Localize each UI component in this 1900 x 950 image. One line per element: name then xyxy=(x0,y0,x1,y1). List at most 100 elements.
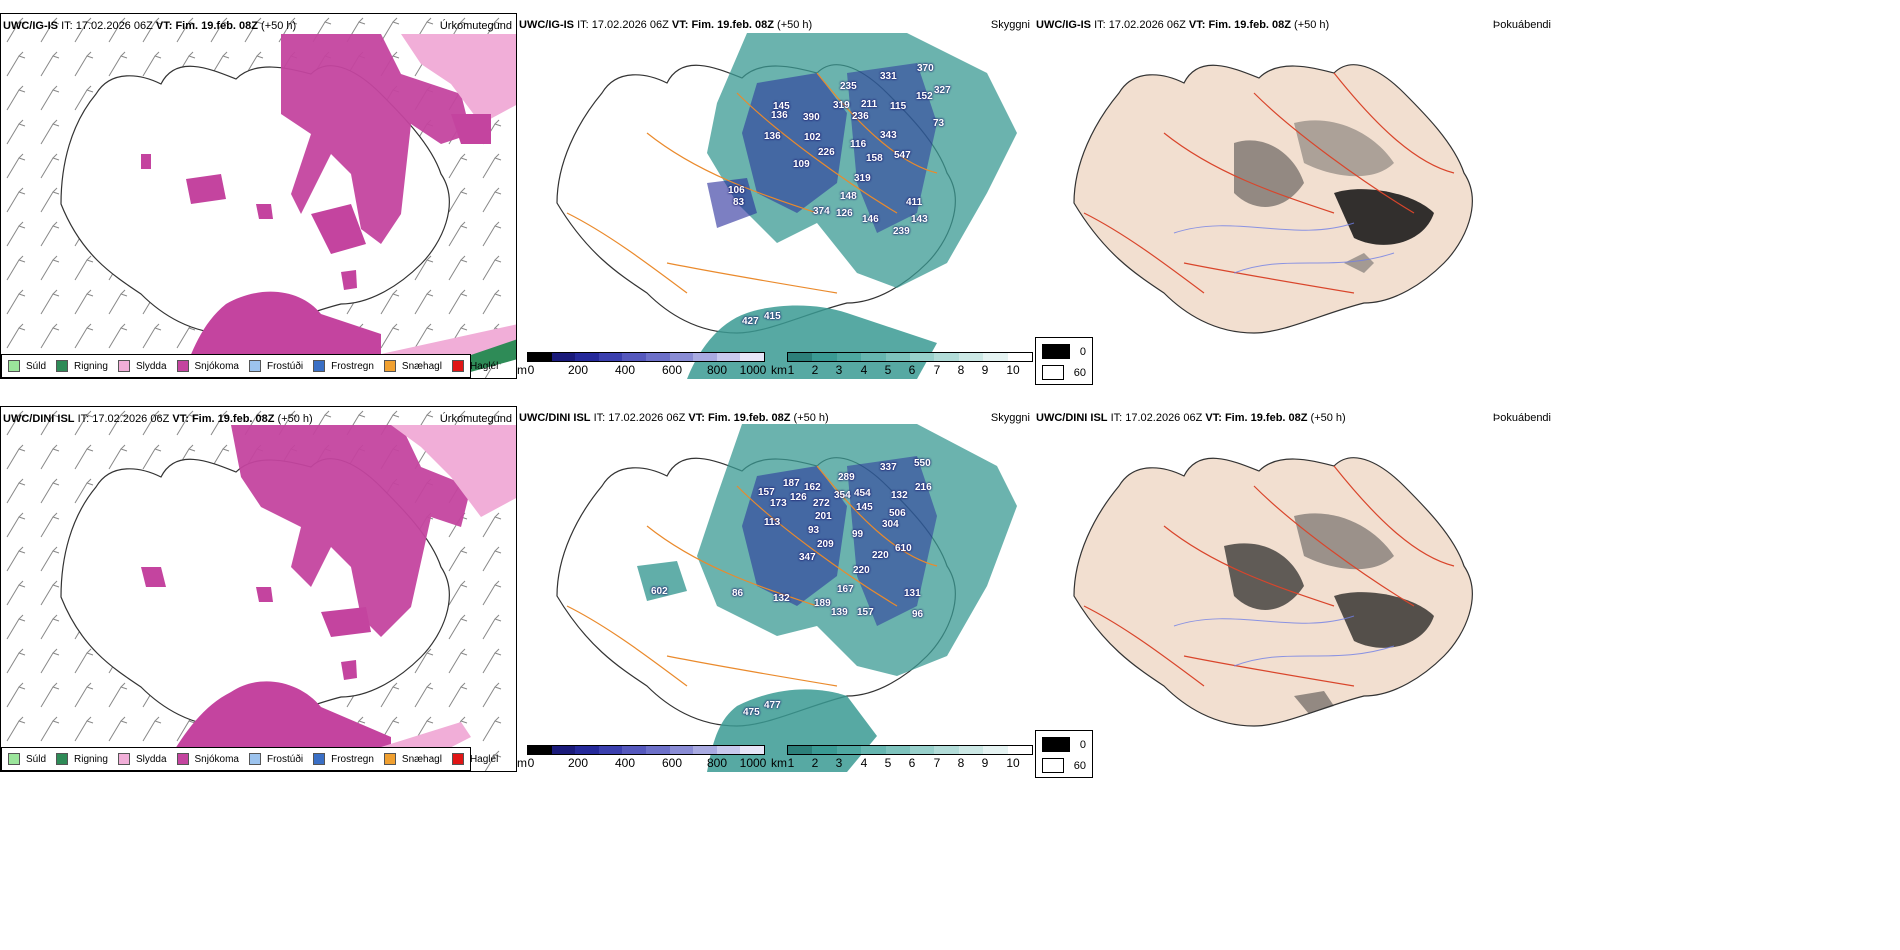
visibility-value: 158 xyxy=(866,153,883,164)
visibility-value: 132 xyxy=(891,490,908,501)
visibility-value: 236 xyxy=(852,111,869,122)
visibility-value: 347 xyxy=(799,552,816,563)
visibility-value: 304 xyxy=(882,519,899,530)
precip-legend: Súld Rigning Slydda Snjókoma Frostúði Fr… xyxy=(1,747,498,771)
fog-map xyxy=(1073,457,1473,727)
visibility-value: 189 xyxy=(814,598,831,609)
visibility-value: 109 xyxy=(793,159,810,170)
visibility-value: 115 xyxy=(890,101,907,112)
ceiling-colorbar: m 0 200 400 600 800 1000 xyxy=(517,742,767,772)
visibility-value: 235 xyxy=(840,81,857,92)
legend-item: Frostregn xyxy=(313,753,374,765)
visibility-value: 145 xyxy=(856,502,873,513)
visibility-value: 73 xyxy=(933,118,945,129)
panel-label: Úrkomutegund xyxy=(439,20,512,32)
precip-legend: Súld Rigning Slydda Snjókoma Frostúði Fr… xyxy=(1,354,498,378)
legend-item: Snjókoma xyxy=(176,360,239,372)
fog-legend-bottom: 0 60 xyxy=(1035,730,1093,778)
visibility-value: 132 xyxy=(773,593,790,604)
panel-label: Þokuábendi xyxy=(1492,19,1551,31)
fog-map xyxy=(1073,64,1473,334)
visibility-value: 157 xyxy=(758,487,775,498)
precip-map xyxy=(1,14,516,378)
legend-item: Slydda xyxy=(117,753,167,765)
visibility-value: 343 xyxy=(880,130,897,141)
panel-title: UWC/IG-IS IT: 17.02.2026 06Z VT: Fim. 19… xyxy=(1036,19,1330,31)
visibility-value: 602 xyxy=(651,586,668,597)
visibility-panel-bottom: UWC/DINI ISL IT: 17.02.2026 06Z VT: Fim.… xyxy=(517,406,1034,772)
visibility-value: 113 xyxy=(764,517,781,528)
panel-label: Skyggni xyxy=(990,19,1030,31)
visibility-value: 477 xyxy=(764,700,781,711)
visibility-value: 96 xyxy=(912,609,924,620)
visibility-value: 116 xyxy=(850,139,867,150)
visibility-value: 370 xyxy=(917,63,934,74)
visibility-value: 272 xyxy=(813,498,830,509)
visibility-value: 173 xyxy=(770,498,787,509)
visibility-value: 157 xyxy=(857,607,874,618)
visibility-value: 220 xyxy=(853,565,870,576)
visibility-value: 415 xyxy=(764,311,781,322)
visibility-panel-top: UWC/IG-IS IT: 17.02.2026 06Z VT: Fim. 19… xyxy=(517,13,1034,379)
visibility-value: 226 xyxy=(818,147,835,158)
visibility-value: 136 xyxy=(771,110,788,121)
visibility-value: 167 xyxy=(837,584,854,595)
fog-legend-top: 0 60 xyxy=(1035,337,1093,385)
visibility-value: 327 xyxy=(934,85,951,96)
visibility-colorbar: km 1 2 3 4 5 6 7 8 9 10 xyxy=(771,742,1033,772)
visibility-value: 354 xyxy=(834,490,851,501)
visibility-value: 148 xyxy=(840,191,857,202)
visibility-value: 390 xyxy=(803,112,820,123)
panel-label: Þokuábendi xyxy=(1492,412,1551,424)
visibility-value: 319 xyxy=(833,100,850,111)
visibility-value: 427 xyxy=(742,316,759,327)
visibility-value: 106 xyxy=(728,185,745,196)
legend-item: Rigning xyxy=(56,360,108,372)
visibility-value: 102 xyxy=(804,132,821,143)
legend-item: Haglél xyxy=(451,753,498,765)
visibility-value: 146 xyxy=(862,214,879,225)
visibility-value: 126 xyxy=(790,492,807,503)
visibility-value: 139 xyxy=(831,607,848,618)
panel-title: UWC/DINI ISL IT: 17.02.2026 06Z VT: Fim.… xyxy=(3,413,313,425)
visibility-value: 187 xyxy=(783,478,800,489)
panel-title: UWC/DINI ISL IT: 17.02.2026 06Z VT: Fim.… xyxy=(1036,412,1346,424)
visibility-value: 475 xyxy=(743,707,760,718)
visibility-value: 547 xyxy=(894,150,911,161)
legend-item: Haglél xyxy=(451,360,498,372)
visibility-map xyxy=(556,424,1017,772)
legend-item: Rigning xyxy=(56,753,108,765)
visibility-value: 201 xyxy=(815,511,832,522)
visibility-value: 152 xyxy=(916,91,933,102)
panel-title: UWC/DINI ISL IT: 17.02.2026 06Z VT: Fim.… xyxy=(519,412,829,424)
visibility-value: 131 xyxy=(904,588,921,599)
visibility-value: 610 xyxy=(895,543,912,554)
visibility-value: 126 xyxy=(836,208,853,219)
visibility-value: 331 xyxy=(880,71,897,82)
visibility-value: 83 xyxy=(733,197,745,208)
visibility-value: 454 xyxy=(854,488,871,499)
legend-item: Snæhagl xyxy=(383,753,442,765)
visibility-value: 145 xyxy=(773,101,790,112)
fog-panel-top: UWC/IG-IS IT: 17.02.2026 06Z VT: Fim. 19… xyxy=(1034,13,1555,379)
legend-item: Frostúði xyxy=(248,753,303,765)
precip-type-panel-top: UWC/IG-IS IT: 17.02.2026 06Z VT: Fim. 19… xyxy=(0,13,517,379)
visibility-value: 337 xyxy=(880,462,897,473)
panel-label: Skyggni xyxy=(990,412,1030,424)
legend-item: Snæhagl xyxy=(383,360,442,372)
visibility-value: 239 xyxy=(893,226,910,237)
fog-panel-bottom: UWC/DINI ISL IT: 17.02.2026 06Z VT: Fim.… xyxy=(1034,406,1555,772)
visibility-value: 216 xyxy=(915,482,932,493)
visibility-value: 211 xyxy=(861,99,878,110)
visibility-value: 411 xyxy=(906,197,923,208)
visibility-value: 506 xyxy=(889,508,906,519)
panel-label: Úrkomutegund xyxy=(439,413,512,425)
precip-type-panel-bottom: UWC/DINI ISL IT: 17.02.2026 06Z VT: Fim.… xyxy=(0,406,517,772)
legend-item: Frostúði xyxy=(248,360,303,372)
visibility-value: 550 xyxy=(914,458,931,469)
visibility-value: 93 xyxy=(808,525,820,536)
visibility-value: 136 xyxy=(764,131,781,142)
panel-title: UWC/IG-IS IT: 17.02.2026 06Z VT: Fim. 19… xyxy=(3,20,297,32)
visibility-value: 143 xyxy=(911,214,928,225)
visibility-value: 209 xyxy=(817,539,834,550)
